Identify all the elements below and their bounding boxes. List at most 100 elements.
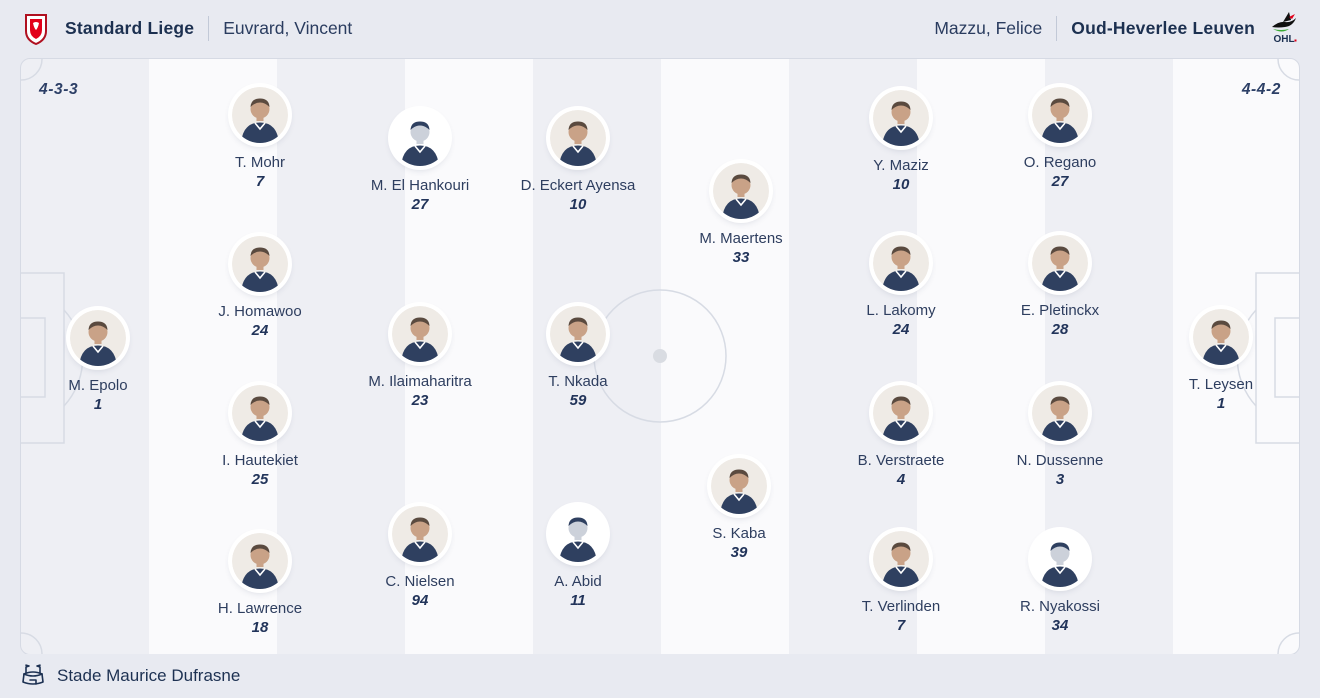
- player-card-away[interactable]: O. Regano 27: [990, 87, 1130, 191]
- player-avatar: [711, 458, 767, 514]
- home-team-logo: [20, 11, 52, 47]
- player-name: D. Eckert Ayensa: [520, 177, 636, 194]
- player-number: 4: [896, 471, 906, 488]
- player-card-home[interactable]: J. Homawoo 24: [190, 236, 330, 340]
- player-avatar: [232, 533, 288, 589]
- player-number: 39: [730, 544, 748, 561]
- centre-spot: [653, 349, 667, 363]
- player-number: 94: [411, 592, 429, 609]
- pitch: 4-3-3 4-4-2 M. Epolo 1 T. Mohr 7 J. Homawoo 2…: [20, 58, 1300, 655]
- player-name: C. Nielsen: [385, 573, 455, 590]
- player-avatar: [392, 306, 448, 362]
- player-name: H. Lawrence: [217, 600, 303, 617]
- player-number: 1: [1216, 395, 1226, 412]
- player-name: Y. Maziz: [873, 157, 929, 174]
- player-card-away[interactable]: M. Maertens 33: [671, 163, 811, 267]
- player-name: M. El Hankouri: [370, 177, 470, 194]
- player-name: T. Leysen: [1188, 376, 1254, 393]
- player-card-away[interactable]: B. Verstraete 4: [831, 385, 971, 489]
- player-avatar: [550, 506, 606, 562]
- player-card-home[interactable]: A. Abid 11: [508, 506, 648, 610]
- player-avatar: [1032, 385, 1088, 441]
- player-card-away[interactable]: T. Verlinden 7: [831, 531, 971, 635]
- player-name: T. Nkada: [548, 373, 608, 390]
- home-team-name: Standard Liege: [65, 18, 195, 38]
- player-avatar: [1193, 309, 1249, 365]
- venue-name: Stade Maurice Dufrasne: [57, 666, 241, 685]
- player-number: 3: [1055, 471, 1065, 488]
- player-card-home[interactable]: T. Mohr 7: [190, 87, 330, 191]
- player-name: B. Verstraete: [857, 452, 945, 469]
- player-name: S. Kaba: [712, 525, 766, 542]
- player-number: 7: [255, 173, 265, 190]
- player-number: 11: [570, 592, 586, 609]
- player-number: 24: [251, 322, 269, 339]
- player-name: O. Regano: [1023, 154, 1097, 171]
- player-card-home[interactable]: M. El Hankouri 27: [350, 110, 490, 214]
- player-name: A. Abid: [554, 573, 602, 590]
- player-name: M. Epolo: [68, 377, 128, 394]
- player-card-home[interactable]: C. Nielsen 94: [350, 506, 490, 610]
- player-number: 10: [569, 196, 587, 213]
- home-formation-label: 4-3-3: [39, 81, 79, 98]
- player-avatar: [70, 310, 126, 366]
- player-avatar: [392, 506, 448, 562]
- player-number: 23: [411, 392, 429, 409]
- player-avatar: [873, 235, 929, 291]
- player-avatar: [232, 385, 288, 441]
- player-card-home[interactable]: I. Hautekiet 25: [190, 385, 330, 489]
- away-logo-text: OHL: [1273, 34, 1294, 45]
- player-avatar: [550, 110, 606, 166]
- player-number: 7: [896, 617, 906, 634]
- player-name: M. Ilaimaharitra: [368, 373, 472, 390]
- away-formation-label: 4-4-2: [1241, 81, 1281, 98]
- player-avatar: [232, 236, 288, 292]
- player-avatar: [1032, 235, 1088, 291]
- player-card-away[interactable]: N. Dussenne 3: [990, 385, 1130, 489]
- player-card-away[interactable]: Y. Maziz 10: [831, 90, 971, 194]
- player-name: L. Lakomy: [866, 302, 936, 319]
- home-coach-name: Euvrard, Vincent: [223, 18, 353, 38]
- player-card-away[interactable]: L. Lakomy 24: [831, 235, 971, 339]
- player-number: 34: [1051, 617, 1069, 634]
- player-card-home[interactable]: T. Nkada 59: [508, 306, 648, 410]
- player-number: 33: [732, 249, 750, 266]
- player-name: N. Dussenne: [1016, 452, 1104, 469]
- player-card-away[interactable]: E. Pletinckx 28: [990, 235, 1130, 339]
- player-avatar: [1032, 87, 1088, 143]
- player-avatar: [873, 531, 929, 587]
- away-team-logo: OHL: [1268, 11, 1300, 47]
- stadium-icon: [20, 662, 46, 691]
- player-card-home[interactable]: M. Ilaimaharitra 23: [350, 306, 490, 410]
- player-name: I. Hautekiet: [222, 452, 298, 469]
- player-name: E. Pletinckx: [1020, 302, 1100, 319]
- player-card-away[interactable]: R. Nyakossi 34: [990, 531, 1130, 635]
- player-number: 27: [411, 196, 429, 213]
- player-number: 27: [1051, 173, 1069, 190]
- home-header-group: Standard Liege Euvrard, Vincent: [20, 11, 352, 47]
- player-number: 1: [93, 396, 103, 413]
- player-name: T. Mohr: [234, 154, 285, 171]
- player-avatar: [1032, 531, 1088, 587]
- player-name: J. Homawoo: [218, 303, 302, 320]
- player-card-home[interactable]: D. Eckert Ayensa 10: [508, 110, 648, 214]
- player-name: M. Maertens: [699, 230, 783, 247]
- player-card-away[interactable]: S. Kaba 39: [669, 458, 809, 562]
- match-header: Standard Liege Euvrard, Vincent Mazzu, F…: [0, 0, 1320, 57]
- player-name: R. Nyakossi: [1019, 598, 1101, 615]
- player-number: 10: [892, 176, 910, 193]
- player-avatar: [873, 385, 929, 441]
- away-team-name: Oud-Heverlee Leuven: [1071, 18, 1255, 38]
- away-coach-name: Mazzu, Felice: [934, 18, 1043, 38]
- player-number: 24: [892, 321, 910, 338]
- player-card-home[interactable]: M. Epolo 1: [28, 310, 168, 414]
- player-number: 18: [251, 619, 269, 636]
- player-avatar: [232, 87, 288, 143]
- player-avatar: [873, 90, 929, 146]
- player-avatar: [713, 163, 769, 219]
- player-number: 25: [251, 471, 269, 488]
- player-number: 28: [1051, 321, 1069, 338]
- player-card-away[interactable]: T. Leysen 1: [1151, 309, 1291, 413]
- player-card-home[interactable]: H. Lawrence 18: [190, 533, 330, 637]
